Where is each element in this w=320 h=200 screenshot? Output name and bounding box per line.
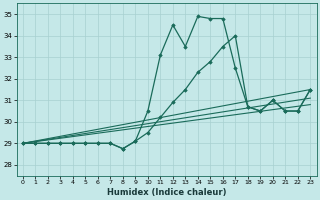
X-axis label: Humidex (Indice chaleur): Humidex (Indice chaleur): [107, 188, 226, 197]
